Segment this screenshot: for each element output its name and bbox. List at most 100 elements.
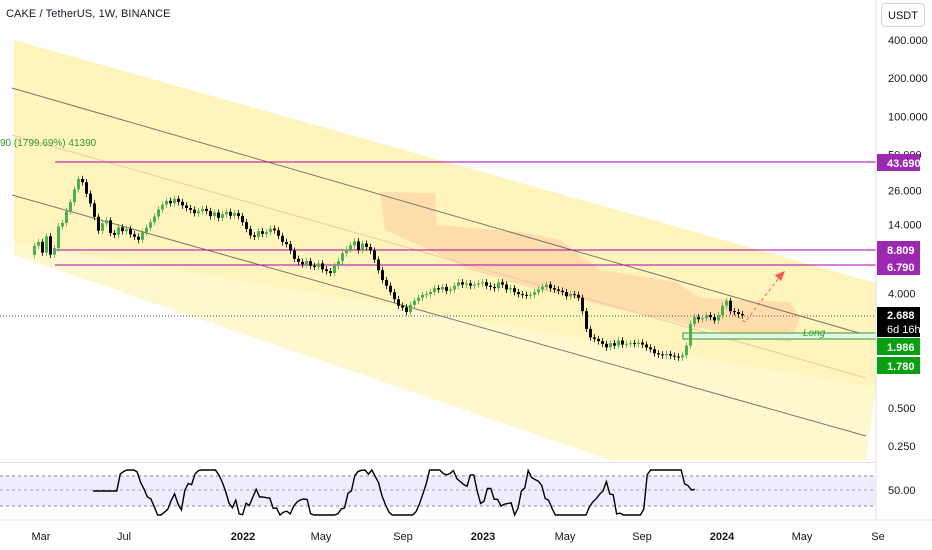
candle [137, 236, 140, 240]
candle [689, 323, 692, 346]
candle [501, 282, 504, 285]
price-tick-2: 100.000 [888, 111, 928, 123]
candle [189, 207, 192, 210]
candles [33, 175, 744, 361]
candle [221, 214, 224, 218]
candle [349, 245, 352, 250]
candle [569, 294, 572, 297]
candle [285, 241, 288, 245]
time-tick-5: 2023 [471, 531, 495, 543]
candle [369, 246, 372, 251]
candle [173, 198, 176, 204]
time-tick-1: Jul [117, 531, 131, 543]
candle [425, 294, 428, 296]
candle [37, 241, 40, 246]
candle [577, 294, 580, 298]
candle [273, 228, 276, 231]
candle [329, 271, 332, 273]
candle [49, 236, 52, 255]
level-tag-8809-bg [877, 241, 920, 258]
candle [289, 244, 292, 251]
time-tick-6: May [555, 531, 576, 543]
candle [605, 343, 608, 348]
candle [381, 270, 384, 281]
green-tag-1986-bg [877, 338, 920, 355]
candle [261, 231, 264, 234]
candle [109, 220, 112, 233]
channel-extension [14, 243, 876, 460]
candle [129, 228, 132, 235]
candle [681, 355, 684, 358]
time-tick-7: Sep [632, 531, 652, 543]
candle [525, 294, 528, 296]
candle [213, 212, 216, 217]
candle [545, 284, 548, 287]
candle [725, 300, 728, 306]
candle [445, 286, 448, 291]
candle [433, 288, 436, 293]
candle [721, 305, 724, 316]
last-price-tag-bg [877, 307, 920, 337]
candle [337, 261, 340, 266]
candle [565, 292, 568, 297]
measure-annotation: 90 (1799.69%) 41390 [0, 138, 97, 149]
candle [145, 227, 148, 233]
candle [513, 288, 516, 293]
candle [73, 189, 76, 203]
level-tag-43690-bg [877, 154, 920, 171]
candle [105, 220, 108, 224]
candle [441, 286, 444, 290]
candle [713, 317, 716, 321]
channel-top-line [11, 87, 867, 336]
price-axis-ticks: 400.000200.000100.00050.00026.00014.0004… [888, 35, 928, 453]
candle [245, 222, 248, 229]
candle [561, 290, 564, 293]
candle [333, 265, 336, 273]
candle [149, 222, 152, 228]
candle [401, 305, 404, 308]
candle [93, 203, 96, 217]
candle [509, 288, 512, 290]
candle [589, 328, 592, 338]
price-tick-6: 4.000 [888, 288, 916, 300]
candle [461, 282, 464, 285]
candle [677, 356, 680, 358]
price-tick-5: 14.000 [888, 219, 922, 231]
candle [281, 235, 284, 242]
candle [253, 235, 256, 237]
candle [157, 209, 160, 217]
candle [609, 343, 612, 348]
candle [113, 232, 116, 235]
candle [601, 341, 604, 344]
candle [69, 202, 72, 212]
candle [581, 297, 584, 312]
candle [309, 261, 312, 266]
candle [101, 223, 104, 231]
candle [629, 343, 632, 345]
candle [277, 230, 280, 236]
candle [265, 232, 268, 234]
time-tick-9: May [792, 531, 813, 543]
rsi-axis-label: 50.00 [888, 485, 916, 497]
candle [481, 282, 484, 284]
time-tick-4: Sep [393, 531, 413, 543]
price-tick-7: 0.500 [888, 403, 916, 415]
candle [169, 200, 172, 204]
candle [537, 289, 540, 293]
candle [665, 354, 668, 356]
price-tick-1: 200.000 [888, 73, 928, 85]
candle [633, 343, 636, 345]
candle [257, 231, 260, 237]
countdown-tag: 6d 16h [887, 324, 921, 336]
candle [45, 236, 48, 253]
currency-selector[interactable]: USDT [881, 3, 925, 27]
channel-bottom-line [11, 194, 867, 437]
candle [365, 243, 368, 247]
candle [733, 311, 736, 313]
candle [489, 285, 492, 287]
candle [521, 294, 524, 296]
candle [493, 286, 496, 289]
candle [645, 344, 648, 348]
candle [209, 210, 212, 217]
